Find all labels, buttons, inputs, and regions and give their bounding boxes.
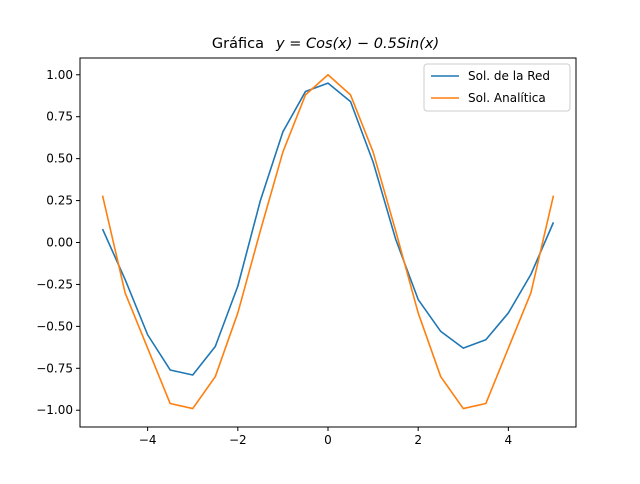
series-layer — [101, 73, 555, 410]
chart-title: Gráfica — [212, 36, 264, 52]
y-tick-label: 1.00 — [46, 68, 73, 82]
y-tick-label: −1.00 — [36, 403, 73, 417]
y-tick-label: −0.25 — [36, 277, 73, 291]
y-tick-label: −0.75 — [36, 361, 73, 375]
x-tick-label: 2 — [414, 433, 422, 447]
y-tick-label: 0.25 — [46, 194, 73, 208]
x-tick-label: −2 — [229, 433, 247, 447]
legend-label: Sol. de la Red — [468, 69, 550, 83]
y-tick-label: 0.00 — [46, 236, 73, 250]
series-line-1 — [101, 73, 555, 410]
x-axis: −4 −2 0 2 4 — [139, 427, 512, 447]
legend-box — [423, 63, 571, 112]
x-tick-label: 4 — [505, 433, 513, 447]
legend-label: Sol. Analítica — [468, 91, 546, 105]
y-tick-label: 0.75 — [46, 110, 73, 124]
x-tick-label: −4 — [139, 433, 157, 447]
y-tick-label: 0.50 — [46, 152, 73, 166]
axes-frame — [79, 57, 577, 428]
y-axis: −1.00 −0.75 −0.50 −0.25 0.00 0.25 0.50 0.75 1.00 — [36, 68, 80, 417]
legend: Sol. de la Red Sol. Analítica — [423, 63, 571, 112]
series-line-0 — [101, 82, 555, 376]
x-tick-label: 0 — [324, 433, 332, 447]
y-tick-label: −0.50 — [36, 319, 73, 333]
chart-title-formula: y = Cos(x) − 0.5Sin(x) — [275, 36, 439, 52]
